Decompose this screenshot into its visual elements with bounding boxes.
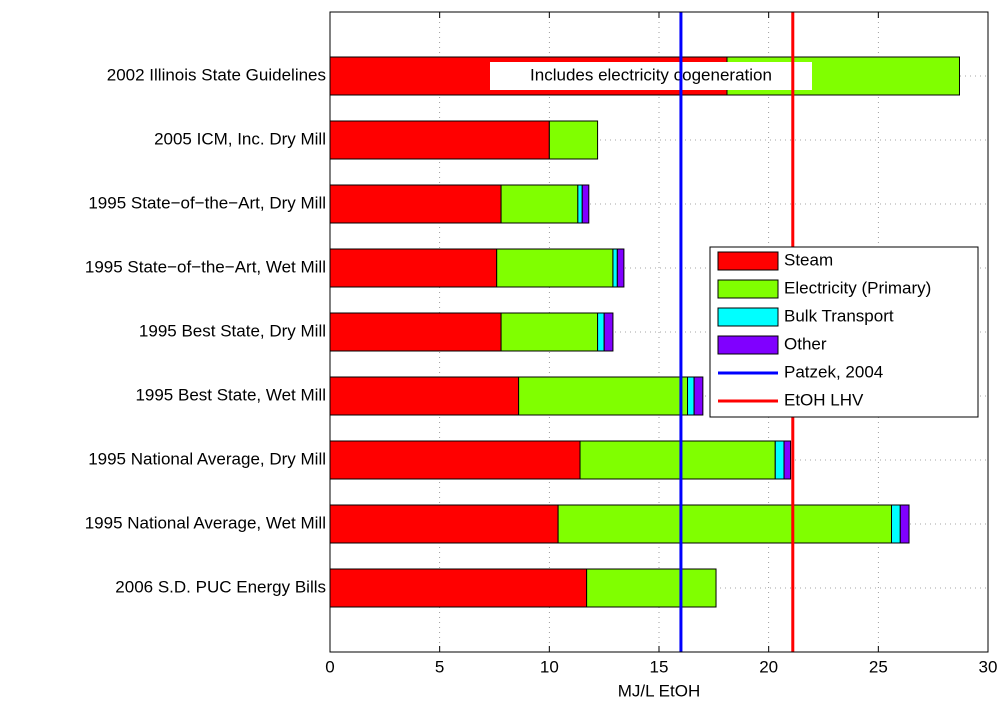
annotation-box	[490, 62, 812, 90]
bar-segment	[783, 440, 792, 480]
y-tick-label: 2006 S.D. PUC Energy Bills	[115, 577, 326, 596]
bar-segment	[329, 568, 588, 608]
bar-segment	[329, 376, 520, 416]
bar-segment	[597, 312, 605, 352]
y-tick-label: 1995 Best State, Dry Mill	[139, 321, 326, 340]
bar-segment	[612, 248, 618, 288]
y-tick-label: 1995 State−of−the−Art, Wet Mill	[85, 257, 326, 276]
legend-swatch	[717, 251, 779, 271]
x-tick-label: 20	[759, 657, 778, 676]
legend-box	[709, 246, 979, 418]
legend-label: Steam	[784, 250, 833, 269]
legend-label: Bulk Transport	[784, 306, 894, 325]
bar-segment	[329, 504, 559, 544]
legend-swatch	[717, 335, 779, 355]
legend-label: Other	[784, 334, 827, 353]
y-tick-label: 2002 Illinois State Guidelines	[107, 65, 326, 84]
y-tick-label: 1995 National Average, Wet Mill	[85, 513, 326, 532]
bar-segment	[577, 184, 583, 224]
bar-segment	[329, 184, 502, 224]
legend-label: Electricity (Primary)	[784, 278, 931, 297]
bar-segment	[329, 440, 581, 480]
legend-swatch	[717, 307, 779, 327]
bar-segment	[616, 248, 625, 288]
bar-segment	[329, 248, 498, 288]
x-tick-label: 5	[435, 657, 444, 676]
y-tick-label: 2005 ICM, Inc. Dry Mill	[154, 129, 326, 148]
legend-swatch	[717, 279, 779, 299]
y-tick-label: 1995 State−of−the−Art, Dry Mill	[88, 193, 326, 212]
x-tick-label: 10	[540, 657, 559, 676]
bar-segment	[548, 120, 599, 160]
bar-segment	[518, 376, 689, 416]
bar-segment	[586, 568, 717, 608]
bar-segment	[500, 184, 579, 224]
bar-segment	[329, 120, 550, 160]
bar-segment	[774, 440, 785, 480]
bar-segment	[890, 504, 901, 544]
x-axis-label: MJ/L EtOH	[618, 681, 701, 700]
x-tick-label: 25	[869, 657, 888, 676]
bar-segment	[329, 312, 502, 352]
bar-segment	[603, 312, 614, 352]
bar-segment	[581, 184, 590, 224]
plot-frame	[329, 11, 989, 653]
legend-label: Patzek, 2004	[784, 362, 883, 381]
bar-segment	[500, 312, 599, 352]
bar-segment	[579, 440, 776, 480]
x-tick-label: 0	[325, 657, 334, 676]
bar-segment	[496, 248, 614, 288]
x-tick-label: 30	[979, 657, 998, 676]
bar-segment	[557, 504, 892, 544]
legend-label: EtOH LHV	[784, 390, 864, 409]
annotation: Includes electricity cogeneration	[530, 65, 772, 84]
y-tick-label: 1995 National Average, Dry Mill	[88, 449, 326, 468]
bar-segment	[899, 504, 910, 544]
y-tick-label: 1995 Best State, Wet Mill	[135, 385, 326, 404]
x-tick-label: 15	[650, 657, 669, 676]
bar-segment	[687, 376, 695, 416]
bar-segment	[693, 376, 704, 416]
